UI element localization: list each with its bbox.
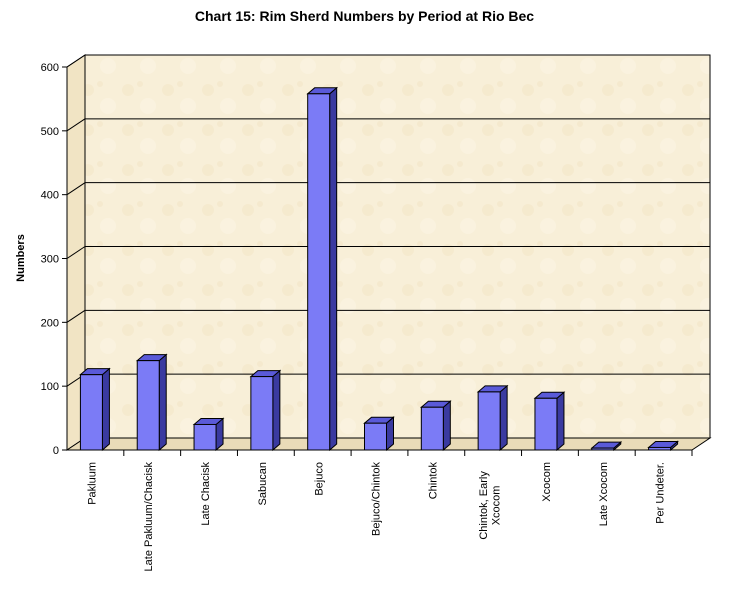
y-tick-label: 400 <box>41 190 59 202</box>
bar-side <box>442 400 451 452</box>
x-tick-label: Sabucan <box>257 462 269 505</box>
gridline-depth <box>66 246 86 259</box>
x-tick-label: Chintok, EarlyXcocom <box>478 471 503 540</box>
x-tick-label: Late Chacisk <box>200 462 212 526</box>
bar-front <box>477 391 501 451</box>
bar-front <box>250 376 274 451</box>
gridline-depth <box>66 182 86 196</box>
x-tick-label-line: Chintok <box>427 462 439 500</box>
x-tick-label-line: Bejuco <box>314 462 326 496</box>
bar-side <box>158 353 167 452</box>
x-tick-label: Bejuco/Chintok <box>371 462 383 536</box>
bar-front <box>420 406 444 451</box>
bar-front <box>307 93 331 451</box>
bar-front <box>136 360 160 451</box>
x-tick-label-line: Per Undeter. <box>655 462 667 524</box>
x-tick-label-line: Chintok, Early <box>478 471 490 540</box>
x-tick-label: Bejuco <box>314 462 326 496</box>
x-tick-label-line: Pakluum <box>86 462 98 505</box>
bar-front <box>364 422 387 451</box>
bar[interactable] <box>306 86 339 452</box>
gridline-depth <box>66 309 86 323</box>
x-tick-label: Xcocom <box>541 462 553 502</box>
y-tick-label: 0 <box>53 445 59 457</box>
y-axis-title: Numbers <box>15 234 27 282</box>
bar[interactable] <box>590 440 623 452</box>
bar[interactable] <box>533 391 566 452</box>
bar[interactable] <box>249 369 282 452</box>
y-tick-label: 100 <box>41 381 59 393</box>
x-tick-label-line: Bejuco/Chintok <box>371 462 383 536</box>
y-tick-label: 500 <box>41 126 59 138</box>
chart-title: Chart 15: Rim Sherd Numbers by Period at… <box>194 8 535 24</box>
bar-side <box>556 391 565 452</box>
x-tick-label: Chintok <box>427 462 439 500</box>
gridline-depth <box>66 118 86 132</box>
x-tick-label-line: Sabucan <box>257 462 269 505</box>
x-tick-label: Late Pakluum/Chacisk <box>143 462 155 572</box>
bar-front <box>193 423 217 451</box>
bar[interactable] <box>192 417 225 452</box>
bar[interactable] <box>79 367 111 452</box>
y-tick-label: 300 <box>41 254 59 266</box>
y-tick-label: 200 <box>41 317 59 329</box>
x-tick-label: Per Undeter. <box>655 462 667 524</box>
x-tick-label-line: Xcocom <box>491 486 503 526</box>
x-tick-label: Pakluum <box>86 462 98 505</box>
bar-front <box>79 374 103 451</box>
bar-front <box>534 397 558 451</box>
x-tick-label-line: Late Xcocom <box>598 462 610 526</box>
bar-front <box>648 446 672 451</box>
bar-side <box>272 369 281 452</box>
bar-side <box>499 384 508 452</box>
gridline-depth <box>66 54 86 68</box>
bar[interactable] <box>647 440 679 452</box>
bar-front <box>591 447 615 451</box>
bar-side <box>329 86 338 452</box>
bar[interactable] <box>419 400 452 452</box>
x-tick-label: Late Xcocom <box>598 462 610 526</box>
bar[interactable] <box>135 353 168 452</box>
bar-side <box>101 367 110 452</box>
y-tick-label: 600 <box>41 62 59 74</box>
x-tick-label-line: Late Chacisk <box>200 462 212 526</box>
bar[interactable] <box>476 384 509 452</box>
bar[interactable] <box>363 416 395 452</box>
x-tick-label-line: Xcocom <box>541 462 553 502</box>
x-tick-label-line: Late Pakluum/Chacisk <box>143 462 155 572</box>
